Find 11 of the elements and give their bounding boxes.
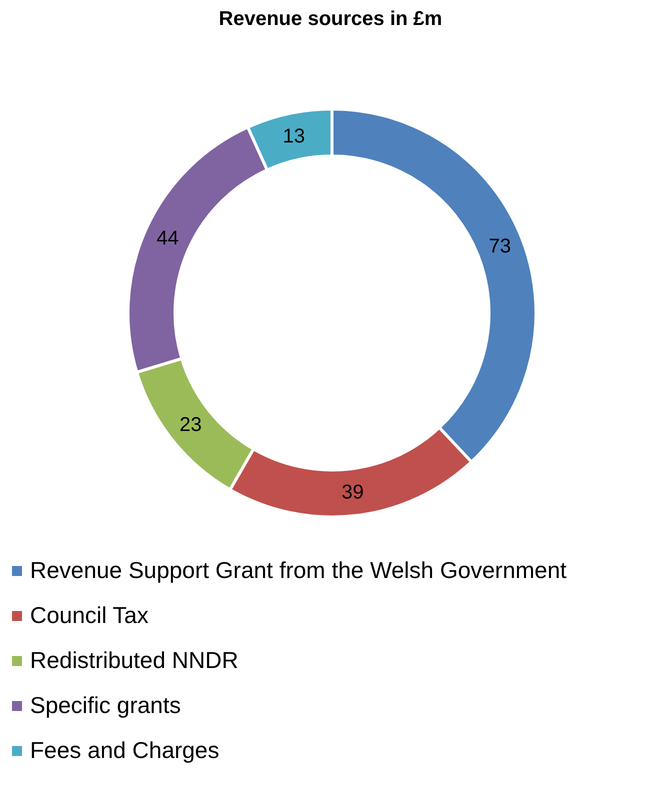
legend-label: Revenue Support Grant from the Welsh Government [30, 557, 567, 584]
chart-title: Revenue sources in £m [218, 8, 444, 32]
data-label: 73 [488, 236, 511, 258]
data-label: 23 [179, 414, 202, 436]
legend-label: Specific grants [30, 692, 181, 719]
data-label: 44 [156, 228, 179, 250]
data-label: 13 [282, 126, 306, 148]
legend-label: Council Tax [30, 602, 148, 629]
legend-label: Fees and Charges [30, 737, 220, 764]
data-label: 39 [342, 481, 364, 504]
legend-label: Redistributed NNDR [30, 647, 238, 674]
